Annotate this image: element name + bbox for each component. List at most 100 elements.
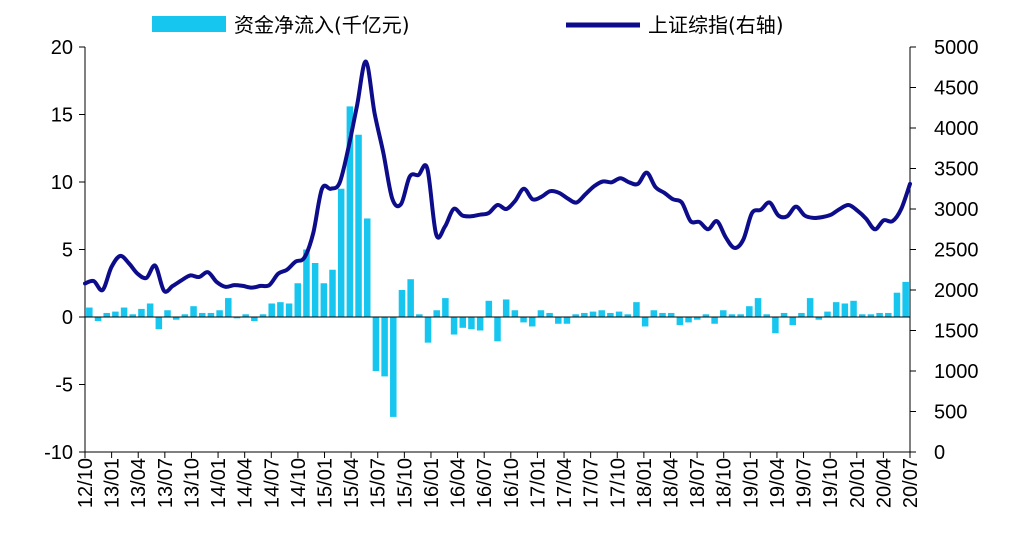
fund-flow-bar [546, 312, 553, 317]
x-axis-tick-label: 18/10 [714, 458, 736, 508]
fund-flow-bar [893, 292, 901, 317]
fund-flow-bar [563, 317, 571, 324]
fund-flow-bar [841, 303, 849, 317]
fund-flow-bar [876, 312, 883, 317]
fund-flow-bar [685, 317, 692, 323]
fund-flow-bar [112, 311, 119, 317]
fund-flow-bar [711, 317, 718, 324]
right-axis-tick-label: 1500 [934, 321, 979, 343]
fund-flow-bar [832, 302, 840, 317]
right-axis-tick-label: 2500 [934, 240, 979, 262]
left-axis-tick-label: -10 [44, 442, 73, 464]
x-axis: 12/10 13/01 13/04 13/07 13/10 14/01 14/04 14/07… [75, 451, 922, 508]
legend: 资金净流入(千亿元) 上证综指(右轴) [152, 13, 784, 37]
fund-flow-bar [485, 300, 493, 317]
fund-flow-bar [520, 317, 527, 323]
fund-flow-bar [198, 312, 206, 317]
x-axis-tick-label: 15/07 [368, 458, 390, 508]
x-axis-tick-label: 13/07 [155, 458, 177, 508]
x-axis-tick-label: 14/04 [235, 458, 257, 508]
right-axis-tick-label: 3500 [934, 159, 979, 181]
fund-flow-bar [806, 298, 814, 317]
x-axis-tick-label: 13/10 [181, 458, 203, 508]
fund-flow-bar [511, 310, 519, 317]
right-axis-tick-label: 1000 [934, 361, 979, 383]
legend-label-shanghai-index: 上证综指(右轴) [648, 13, 784, 37]
fund-flow-bar [129, 314, 137, 317]
fund-flow-bar [581, 312, 588, 317]
fund-flow-bar [633, 302, 640, 317]
x-axis-tick-label: 20/01 [847, 458, 869, 508]
fund-flow-bar [867, 314, 875, 317]
fund-flow-bar [667, 312, 675, 317]
x-axis-tick-label: 19/10 [820, 458, 842, 508]
fund-flow-bar [407, 279, 414, 317]
fund-flow-bar [798, 312, 805, 317]
fund-flow-bar [737, 314, 744, 317]
left-axis-tick-label: 20 [51, 37, 73, 59]
x-axis-tick-label: 19/01 [740, 458, 762, 508]
left-axis-tick-label: 15 [51, 105, 73, 127]
x-axis-tick-label: 20/07 [900, 458, 922, 508]
fund-flow-bar [233, 317, 241, 319]
fund-flow-bar [138, 308, 145, 317]
right-axis-tick-label: 5000 [934, 37, 979, 59]
fund-flow-bar [320, 283, 328, 317]
fund-flow-bar [615, 311, 623, 317]
fund-flow-bar [190, 306, 197, 317]
fund-flow-bar [94, 317, 102, 322]
left-axis-tick-label: 0 [62, 307, 73, 329]
fund-flow-bar [702, 314, 710, 317]
fund-flow-bar [624, 314, 632, 317]
right-axis-tick-label: 4000 [934, 118, 979, 140]
fund-flow-bar [164, 310, 171, 317]
x-axis-tick-label: 14/07 [261, 458, 283, 508]
fund-flow-bar [337, 188, 345, 317]
fund-flow-bar [390, 317, 397, 417]
x-axis-tick-label: 13/04 [128, 458, 150, 508]
x-axis-tick-label: 14/10 [288, 458, 310, 508]
fund-flow-bar [789, 317, 797, 326]
x-axis-tick-label: 18/07 [687, 458, 709, 508]
fund-flow-bar [433, 310, 440, 317]
fund-flow-bar [815, 317, 823, 320]
fund-flow-bar [746, 306, 753, 317]
right-axis-tick-label: 500 [934, 402, 967, 424]
x-axis-tick-label: 17/01 [527, 458, 549, 508]
fund-flow-bar [598, 310, 605, 317]
fund-flow-bar [242, 314, 249, 317]
fund-flow-bar [468, 317, 475, 330]
shanghai-index-line [83, 59, 912, 294]
fund-flow-bar [225, 298, 232, 317]
fund-flow-bar [268, 303, 275, 317]
x-axis-tick-label: 19/04 [767, 458, 789, 508]
fund-flow-bar [311, 263, 319, 317]
fund-flow-bar [780, 312, 788, 317]
right-axis-tick-label: 2000 [934, 280, 979, 302]
fund-flow-bar [277, 302, 284, 317]
fund-flow-bar [259, 314, 267, 317]
legend-label-fund-flow: 资金净流入(千亿元) [234, 13, 410, 37]
x-axis-tick-label: 13/01 [102, 458, 124, 508]
left-axis-tick-label: 10 [51, 172, 73, 194]
fund-flow-bar [502, 299, 510, 317]
fund-flow-bar [641, 317, 649, 327]
fund-flow-bar [285, 303, 293, 317]
fund-flow-bar [329, 269, 336, 317]
fund-flow-bar [607, 312, 614, 317]
x-axis-tick-label: 16/01 [421, 458, 443, 508]
right-axis-tick-label: 0 [934, 442, 945, 464]
x-axis-tick-label: 18/04 [660, 458, 682, 508]
legend-bar-swatch [152, 16, 226, 32]
fund-flow-bar [181, 314, 189, 317]
fund-flow-bar [728, 314, 736, 317]
x-axis-tick-label: 17/10 [607, 458, 629, 508]
fund-flow-bar [450, 317, 458, 335]
fund-flow-bar [120, 307, 128, 317]
fund-flow-bar [207, 312, 215, 317]
fund-flow-bar [372, 317, 380, 371]
left-axis: 20 15 10 5 0 -5 -10 [44, 37, 86, 464]
fund-flow-bar [528, 317, 536, 327]
fund-flow-bar [824, 311, 831, 317]
